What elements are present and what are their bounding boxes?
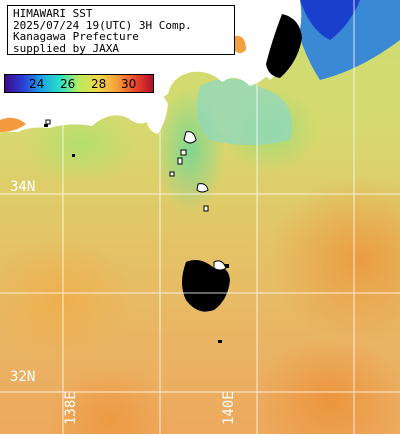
nodata-speck-2 bbox=[218, 340, 222, 343]
title-line-4: supplied by JAXA bbox=[13, 41, 119, 55]
island-niijima bbox=[177, 157, 183, 165]
title-line-3: Kanagawa Prefecture bbox=[13, 30, 139, 43]
island-miyakejima bbox=[196, 183, 209, 193]
island-kozushima bbox=[169, 171, 175, 177]
nodata-speck-3 bbox=[72, 154, 75, 157]
warm-spot-north bbox=[234, 35, 246, 53]
island-west-1 bbox=[45, 119, 51, 125]
lon-label-138e: 138E bbox=[63, 391, 79, 425]
island-oshima bbox=[183, 131, 197, 144]
cool-water-zone bbox=[196, 78, 293, 145]
nodata-cloud-island bbox=[182, 260, 230, 312]
title-line-2: 2025/07/24 19(UTC) 3H Comp. bbox=[13, 18, 192, 32]
colorbar-tick-26: 26 bbox=[60, 77, 76, 91]
sst-colorbar: 24 26 28 30 bbox=[4, 74, 154, 93]
colorbar-tick-30: 30 bbox=[121, 77, 137, 91]
island-mikurajima bbox=[203, 205, 209, 212]
cold-water-core bbox=[300, 0, 360, 40]
lon-label-140e: 140E bbox=[221, 391, 237, 425]
land-izu-peninsula bbox=[145, 91, 168, 134]
nodata-speck-4 bbox=[44, 124, 48, 127]
title-box: HIMAWARI SST 2025/07/24 19(UTC) 3H Comp.… bbox=[7, 5, 235, 55]
nodata-tokyo-bay bbox=[266, 14, 302, 78]
lat-label-34n: 34N bbox=[10, 179, 36, 195]
warm-spot-west bbox=[0, 117, 26, 132]
nodata-speck-1 bbox=[224, 264, 229, 268]
colorbar-tick-28: 28 bbox=[91, 77, 107, 91]
title-line-1: HIMAWARI SST bbox=[13, 7, 93, 20]
lat-label-32n: 32N bbox=[10, 369, 36, 385]
colorbar-tick-24: 24 bbox=[29, 77, 45, 91]
island-toshima bbox=[180, 149, 187, 156]
island-hachijojima bbox=[213, 260, 227, 271]
